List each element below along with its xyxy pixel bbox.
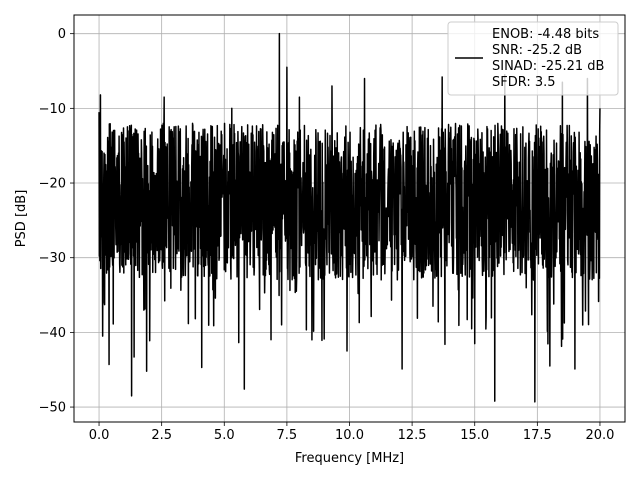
y-tick-label: −40 — [39, 326, 66, 341]
x-tick-label: 17.5 — [523, 428, 552, 443]
legend-sfdr: SFDR: 3.5 — [492, 75, 556, 90]
y-tick-label: −50 — [39, 401, 66, 416]
x-tick-label: 20.0 — [585, 428, 614, 443]
data-layer — [98, 32, 601, 403]
x-tick-label: 12.5 — [398, 428, 427, 443]
x-axis-label: Frequency [MHz] — [295, 451, 404, 466]
psd-series-line — [98, 32, 601, 403]
y-tick-label: −30 — [39, 251, 66, 266]
x-tick-label: 7.5 — [277, 428, 298, 443]
x-tick-label: 2.5 — [151, 428, 172, 443]
y-axis-label: PSD [dB] — [14, 190, 29, 248]
x-tick-label: 15.0 — [460, 428, 489, 443]
x-tick-label: 0.0 — [89, 428, 110, 443]
legend: ENOB: -4.48 bits SNR: -25.2 dB SINAD: -2… — [447, 21, 619, 96]
legend-sinad: SINAD: -25.21 dB — [492, 59, 604, 74]
y-tick-label: −10 — [39, 102, 66, 117]
legend-snr: SNR: -25.2 dB — [492, 43, 582, 58]
legend-box — [447, 21, 619, 96]
y-tick-label: 0 — [58, 27, 66, 42]
y-tick-label: −20 — [39, 177, 66, 192]
axis-ticks: 0.0 2.5 5.0 7.5 10.0 12.5 15.0 17.5 20.0 0 −10 −20 −… — [39, 27, 615, 443]
legend-enob: ENOB: -4.48 bits — [492, 27, 599, 42]
x-tick-label: 5.0 — [214, 428, 235, 443]
x-tick-label: 10.0 — [335, 428, 364, 443]
